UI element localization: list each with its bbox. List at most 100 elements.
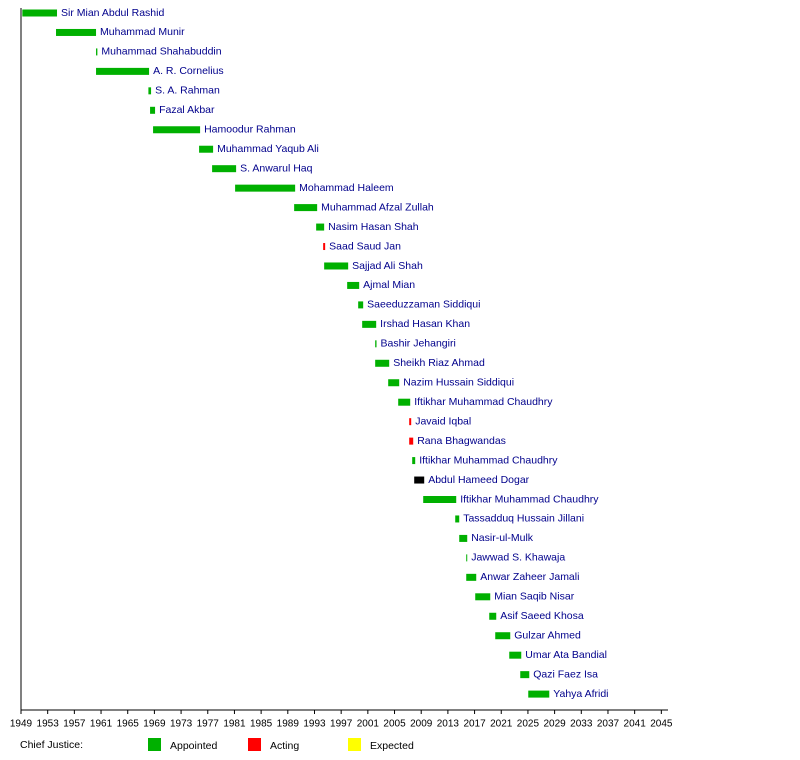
x-tick-label: 1981 <box>223 719 246 730</box>
bar-label: Anwar Zaheer Jamali <box>480 571 579 583</box>
bar-label: Ajmal Mian <box>363 279 415 291</box>
x-tick-label: 2029 <box>543 719 566 730</box>
x-tick-label: 1969 <box>143 719 166 730</box>
bar <box>150 106 156 114</box>
legend-swatch <box>148 738 161 751</box>
x-tick-label: 1993 <box>303 719 326 730</box>
bar-label: Muhammad Munir <box>100 26 185 38</box>
bar-label: Sajjad Ali Shah <box>352 260 423 272</box>
bar <box>199 145 214 153</box>
bar-label: Tassadduq Hussain Jillani <box>463 513 584 525</box>
x-tick-label: 1953 <box>37 719 60 730</box>
legend-label: Acting <box>270 740 299 752</box>
bar-label: Saeeduzzaman Siddiqui <box>367 299 480 311</box>
bar <box>409 418 412 426</box>
bar-label: Saad Saud Jan <box>329 240 401 252</box>
bar-label: Jawwad S. Khawaja <box>471 552 565 564</box>
x-tick-label: 2013 <box>437 719 460 730</box>
x-tick-label: 2045 <box>650 719 673 730</box>
bar <box>412 457 416 465</box>
bar <box>347 281 360 289</box>
bar-label: Gulzar Ahmed <box>514 630 581 642</box>
x-tick-label: 1985 <box>250 719 273 730</box>
x-tick-label: 2041 <box>624 719 647 730</box>
x-tick-label: 1965 <box>117 719 140 730</box>
bar-label: Iftikhar Muhammad Chaudhry <box>460 493 599 505</box>
bar <box>459 534 468 542</box>
bar <box>316 223 325 231</box>
x-tick-label: 1949 <box>10 719 33 730</box>
bar-label: Muhammad Afzal Zullah <box>321 201 434 213</box>
bar-label: Sheikh Riaz Ahmad <box>393 357 485 369</box>
bar <box>153 126 201 134</box>
bar <box>475 593 491 601</box>
bar-label: Nasir-ul-Mulk <box>471 532 534 544</box>
bar-label: Qazi Faez Isa <box>533 668 598 680</box>
bar-label: Fazal Akbar <box>159 104 215 116</box>
bar <box>423 496 457 503</box>
bar-label: S. A. Rahman <box>155 85 220 97</box>
bar-label: Iftikhar Muhammad Chaudhry <box>419 454 558 466</box>
bar-label: Umar Ata Bandial <box>525 649 607 661</box>
bar-label: Mian Saqib Nisar <box>494 591 574 603</box>
bar <box>375 359 390 367</box>
bar-label: Iftikhar Muhammad Chaudhry <box>414 396 553 408</box>
bar <box>398 398 411 406</box>
x-tick-label: 1973 <box>170 719 193 730</box>
bar <box>212 165 237 173</box>
bar <box>96 48 98 56</box>
bar <box>520 671 530 679</box>
x-tick-label: 2025 <box>517 719 540 730</box>
bar-label: Abdul Hameed Dogar <box>428 474 529 486</box>
bar <box>509 651 522 659</box>
x-tick-label: 2037 <box>597 719 620 730</box>
bar-label: Sir Mian Abdul Rashid <box>61 7 164 19</box>
bar <box>388 379 400 387</box>
bar <box>148 87 152 95</box>
x-tick-label: 1961 <box>90 719 113 730</box>
x-tick-label: 2021 <box>490 719 513 730</box>
bar <box>56 28 97 36</box>
bar-label: Irshad Hasan Khan <box>380 318 470 330</box>
bar <box>375 340 377 348</box>
bar-label: A. R. Cornelius <box>153 65 224 77</box>
legend-swatch <box>348 738 361 751</box>
bar <box>324 262 349 270</box>
x-tick-label: 1977 <box>197 719 220 730</box>
bar-label: Hamoodur Rahman <box>204 124 296 136</box>
bar-label: Rana Bhagwandas <box>417 435 506 447</box>
legend-title: Chief Justice: <box>20 739 83 751</box>
x-tick-label: 1997 <box>330 719 353 730</box>
bar <box>22 9 58 17</box>
bar <box>409 437 414 445</box>
legend-label: Expected <box>370 740 414 752</box>
x-tick-label: 2009 <box>410 719 433 730</box>
bar-label: Nasim Hasan Shah <box>328 221 419 233</box>
x-tick-label: 2017 <box>463 719 486 730</box>
bar <box>495 632 511 640</box>
x-tick-label: 1957 <box>63 719 86 730</box>
legend-label: Appointed <box>170 740 217 752</box>
bar <box>358 301 364 309</box>
bar <box>455 515 460 523</box>
bar <box>466 554 468 562</box>
bar-label: Bashir Jehangiri <box>381 338 456 350</box>
bar <box>489 612 497 620</box>
bar <box>96 67 150 75</box>
bar-label: Yahya Afridi <box>553 688 608 700</box>
bar-label: Muhammad Yaqub Ali <box>217 143 319 155</box>
bar <box>362 320 377 328</box>
bar <box>414 476 425 484</box>
bar <box>323 243 326 251</box>
bar-label: Javaid Iqbal <box>415 415 471 427</box>
bar <box>294 204 318 212</box>
bar-label: Mohammad Haleem <box>299 182 394 194</box>
bar <box>466 573 477 581</box>
bar-label: S. Anwarul Haq <box>240 162 313 174</box>
x-tick-label: 1989 <box>277 719 300 730</box>
x-tick-label: 2033 <box>570 719 593 730</box>
bar-label: Nazim Hussain Siddiqui <box>403 377 514 389</box>
bar <box>528 690 550 698</box>
bar-label: Asif Saeed Khosa <box>500 610 584 622</box>
